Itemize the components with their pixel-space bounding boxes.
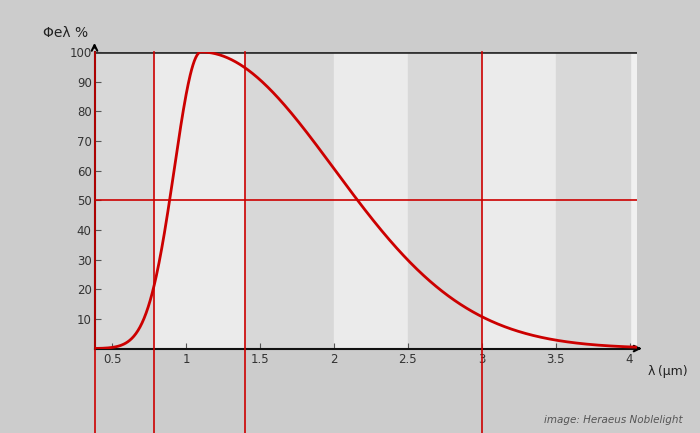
Bar: [94, 52, 153, 349]
Bar: [408, 52, 482, 349]
Bar: [334, 52, 408, 349]
Text: λ (μm): λ (μm): [648, 365, 687, 378]
Text: Φeλ %: Φeλ %: [43, 26, 88, 40]
Bar: [556, 52, 629, 349]
Text: image: Heraeus Noblelight: image: Heraeus Noblelight: [544, 415, 682, 425]
Bar: [245, 52, 334, 349]
Bar: [153, 52, 245, 349]
Bar: [482, 52, 556, 349]
